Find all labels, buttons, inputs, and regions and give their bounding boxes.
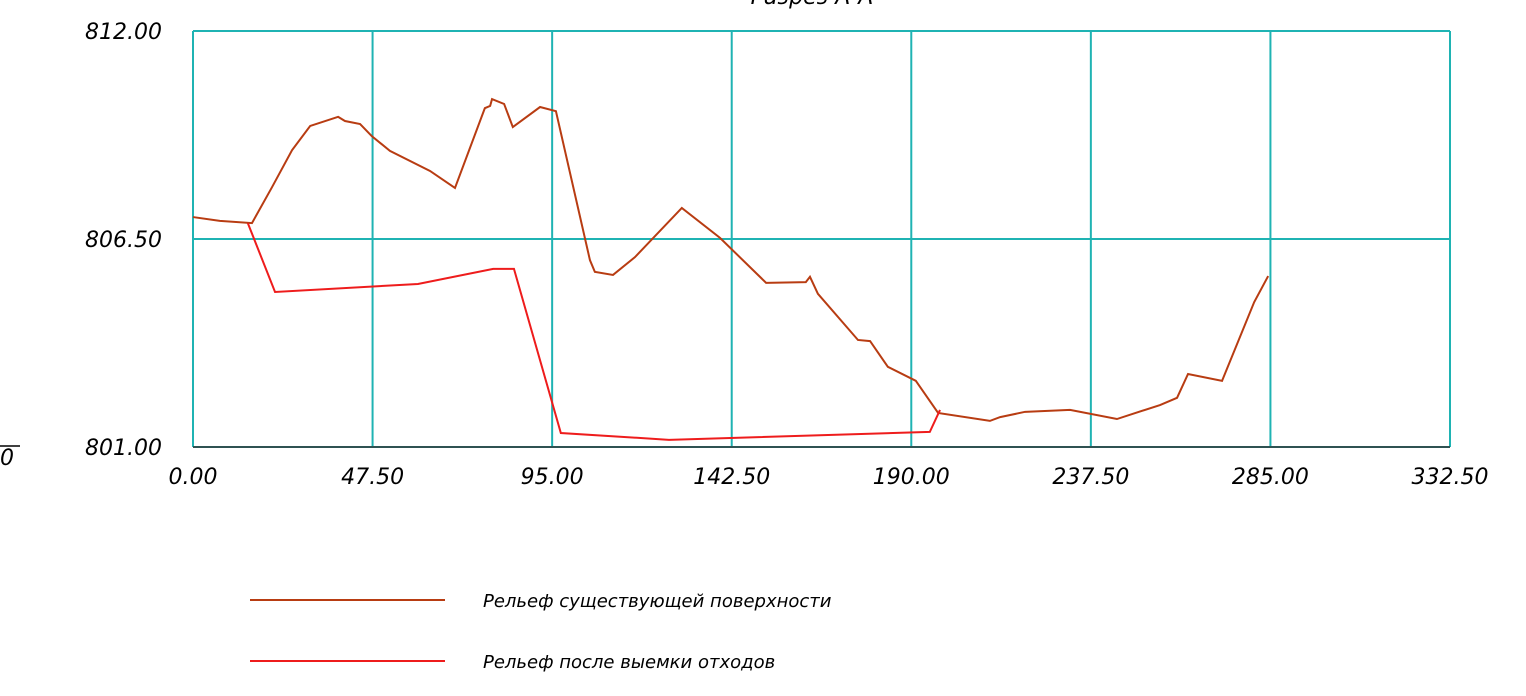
x-tick-label: 285.00 — [1232, 465, 1309, 490]
y-tick-label: 806.50 — [85, 228, 162, 253]
x-tick-label: 237.50 — [1052, 465, 1129, 490]
legend-label: Рельеф существующей поверхности — [483, 591, 832, 612]
series-line — [192, 97, 1270, 422]
legend-label: Рельеф после выемки отходов — [483, 652, 775, 673]
x-tick-label: 0.00 — [169, 465, 218, 490]
x-tick-label: 332.50 — [1412, 465, 1489, 490]
y-tick-label: 812.00 — [85, 20, 162, 45]
annotation: 0 — [0, 446, 14, 471]
x-tick-label: 95.00 — [521, 465, 584, 490]
series-line — [246, 222, 941, 441]
x-tick-label: 142.50 — [693, 465, 770, 490]
y-tick-label: 801.00 — [85, 436, 162, 461]
chart-title: Разрез А-А — [751, 0, 874, 10]
x-tick-label: 47.50 — [341, 465, 404, 490]
x-tick-label: 190.00 — [873, 465, 950, 490]
